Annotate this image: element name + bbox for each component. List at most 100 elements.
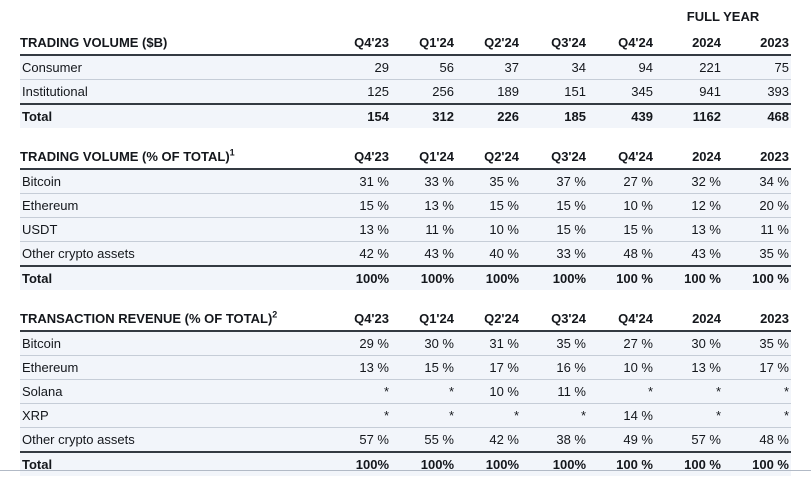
cell-value: 11 %	[723, 217, 791, 242]
cell-value: 15 %	[521, 193, 588, 218]
cell-value: 100 %	[655, 266, 723, 290]
cell-value: 34 %	[723, 169, 791, 194]
cell-value: 31 %	[326, 169, 391, 194]
cell-value: 468	[723, 104, 792, 128]
column-header: 2024	[655, 140, 723, 170]
column-header: Q2'24	[456, 26, 521, 56]
cell-value: 42 %	[456, 427, 521, 453]
cell-value: 15 %	[456, 193, 521, 218]
cell-value: 100 %	[723, 452, 791, 476]
cell-value: *	[456, 403, 521, 428]
table-header-row: TRANSACTION REVENUE (% OF TOTAL)2 Q4'23 Q1…	[20, 302, 791, 332]
cell-value: 49 %	[588, 427, 655, 453]
column-header: 2024	[655, 302, 723, 332]
cell-value: 100%	[326, 452, 391, 476]
cell-value: 13 %	[326, 355, 391, 380]
table-header-row: TRADING VOLUME ($B) Q4'23 Q1'24 Q2'24 Q3'24 Q…	[20, 26, 792, 56]
table-title-text: TRADING VOLUME ($B)	[20, 35, 168, 50]
column-header: Q4'23	[326, 26, 391, 56]
table-row: Total 100% 100% 100% 100% 100 % 100 % 100 %	[20, 266, 791, 290]
cell-value: *	[326, 379, 391, 404]
cell-value: 100 %	[655, 452, 723, 476]
table-row: USDT 13 % 11 % 10 % 15 % 15 % 13 % 11 %	[20, 217, 791, 242]
row-label: Solana	[20, 379, 326, 404]
cell-value: 256	[391, 79, 456, 105]
cell-value: 30 %	[655, 331, 723, 356]
cell-value: 226	[456, 104, 521, 128]
cell-value: *	[655, 403, 723, 428]
cell-value: 48 %	[723, 427, 791, 453]
cell-value: *	[326, 403, 391, 428]
column-header: Q4'23	[326, 302, 391, 332]
cell-value: 312	[391, 104, 456, 128]
cell-value: 17 %	[456, 355, 521, 380]
column-header: Q2'24	[456, 302, 521, 332]
cell-value: 393	[723, 79, 792, 105]
cell-value: 185	[521, 104, 588, 128]
table-row: Other crypto assets 57 % 55 % 42 % 38 % 49 % 5…	[20, 427, 791, 453]
table-row: Total 154 312 226 185 439 1162 468	[20, 104, 792, 128]
cell-value: 57 %	[655, 427, 723, 453]
bottom-divider	[0, 470, 811, 471]
column-header: 2023	[723, 140, 791, 170]
table-row: Ethereum 13 % 15 % 17 % 16 % 10 % 13 % 17 %	[20, 355, 791, 380]
cell-value: 12 %	[655, 193, 723, 218]
column-header: Q4'24	[588, 26, 655, 56]
table-trading-volume-pct-of-total: TRADING VOLUME (% OF TOTAL)1 Q4'23 Q1'24 Q2…	[20, 140, 791, 290]
column-header: Q4'24	[588, 302, 655, 332]
table-title-text: TRADING VOLUME (% OF TOTAL)	[20, 149, 230, 164]
cell-value: 13 %	[391, 193, 456, 218]
table-row: Total 100% 100% 100% 100% 100 % 100 % 100 %	[20, 452, 791, 476]
cell-value: 15 %	[588, 217, 655, 242]
cell-value: 13 %	[655, 355, 723, 380]
cell-value: *	[723, 379, 791, 404]
cell-value: 27 %	[588, 169, 655, 194]
cell-value: 10 %	[588, 355, 655, 380]
table-title: TRADING VOLUME (% OF TOTAL)1	[20, 140, 326, 170]
cell-value: 35 %	[521, 331, 588, 356]
cell-value: 27 %	[588, 331, 655, 356]
row-label: Other crypto assets	[20, 427, 326, 453]
cell-value: *	[723, 403, 791, 428]
cell-value: *	[521, 403, 588, 428]
cell-value: 345	[588, 79, 655, 105]
column-header: Q2'24	[456, 140, 521, 170]
column-header: Q3'24	[521, 302, 588, 332]
cell-value: 29	[326, 55, 391, 80]
cell-value: 75	[723, 55, 792, 80]
cell-value: 94	[588, 55, 655, 80]
cell-value: 100%	[326, 266, 391, 290]
column-header: 2024	[655, 26, 723, 56]
cell-value: 30 %	[391, 331, 456, 356]
cell-value: 16 %	[521, 355, 588, 380]
table-row: Solana * * 10 % 11 % * * *	[20, 379, 791, 404]
cell-value: 33 %	[521, 241, 588, 267]
column-header: 2023	[723, 302, 791, 332]
column-header: Q3'24	[521, 26, 588, 56]
table-title-text: TRANSACTION REVENUE (% OF TOTAL)	[20, 311, 273, 326]
cell-value: 100 %	[588, 266, 655, 290]
row-label: XRP	[20, 403, 326, 428]
cell-value: 14 %	[588, 403, 655, 428]
cell-value: 13 %	[326, 217, 391, 242]
cell-value: 154	[326, 104, 391, 128]
cell-value: 221	[655, 55, 723, 80]
full-year-header-row: FULL YEAR	[20, 6, 791, 26]
full-year-spacer	[20, 6, 655, 26]
cell-value: 55 %	[391, 427, 456, 453]
cell-value: 15 %	[326, 193, 391, 218]
cell-value: 11 %	[521, 379, 588, 404]
cell-value: 151	[521, 79, 588, 105]
cell-value: 100%	[456, 266, 521, 290]
table-row: Bitcoin 31 % 33 % 35 % 37 % 27 % 32 % 34 %	[20, 169, 791, 194]
table-title-footnote-marker: 1	[229, 147, 235, 158]
row-label: Total	[20, 104, 326, 128]
cell-value: 29 %	[326, 331, 391, 356]
table-title: TRANSACTION REVENUE (% OF TOTAL)2	[20, 302, 326, 332]
cell-value: 100%	[391, 452, 456, 476]
cell-value: 38 %	[521, 427, 588, 453]
cell-value: 43 %	[655, 241, 723, 267]
column-header: 2023	[723, 26, 792, 56]
